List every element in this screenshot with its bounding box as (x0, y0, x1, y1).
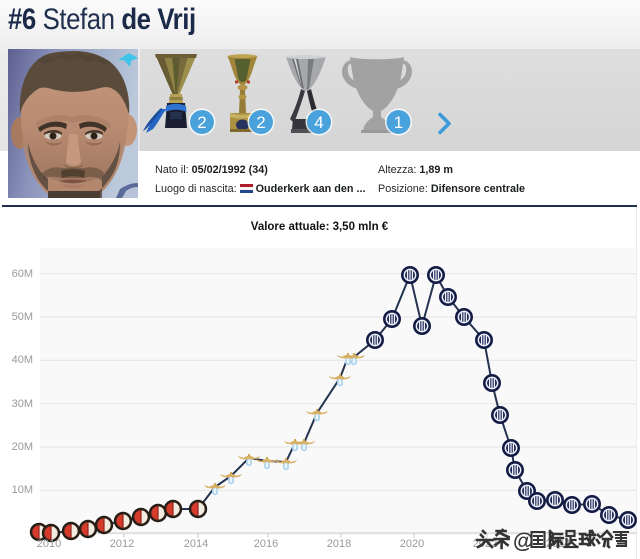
svg-text:@: @ (513, 530, 533, 553)
svg-text:4: 4 (314, 113, 323, 132)
svg-text:2: 2 (197, 113, 206, 132)
svg-text:1: 1 (394, 113, 403, 132)
svg-text:2: 2 (256, 113, 265, 132)
